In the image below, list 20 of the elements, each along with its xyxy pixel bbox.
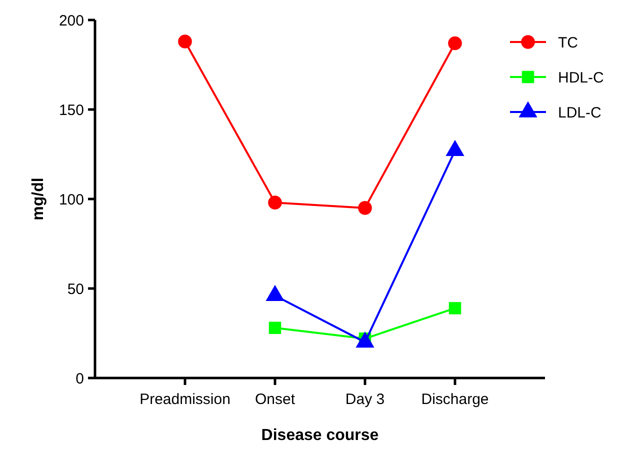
legend-label: HDL-C <box>558 69 604 86</box>
point <box>448 302 462 314</box>
point <box>178 34 192 48</box>
y-tick-label: 200 <box>58 12 84 30</box>
point <box>448 36 462 50</box>
x-tick-label: Preadmission <box>140 391 230 408</box>
x-axis-title: Disease course <box>261 427 379 444</box>
legend-label: LDL-C <box>558 104 602 122</box>
point <box>268 196 282 210</box>
y-axis-title: mg/dl <box>30 178 47 220</box>
y-tick-label: 0 <box>76 370 84 388</box>
point <box>358 201 372 215</box>
y-tick-label: 150 <box>58 102 84 119</box>
y-tick-label: 100 <box>58 191 84 208</box>
y-tick-label: 50 <box>67 280 84 298</box>
x-tick-label: Day 3 <box>345 391 385 408</box>
x-tick-label: Discharge <box>421 391 489 408</box>
point <box>268 322 282 334</box>
x-tick-label: Onset <box>254 391 296 408</box>
legend-label: TC <box>558 34 578 52</box>
